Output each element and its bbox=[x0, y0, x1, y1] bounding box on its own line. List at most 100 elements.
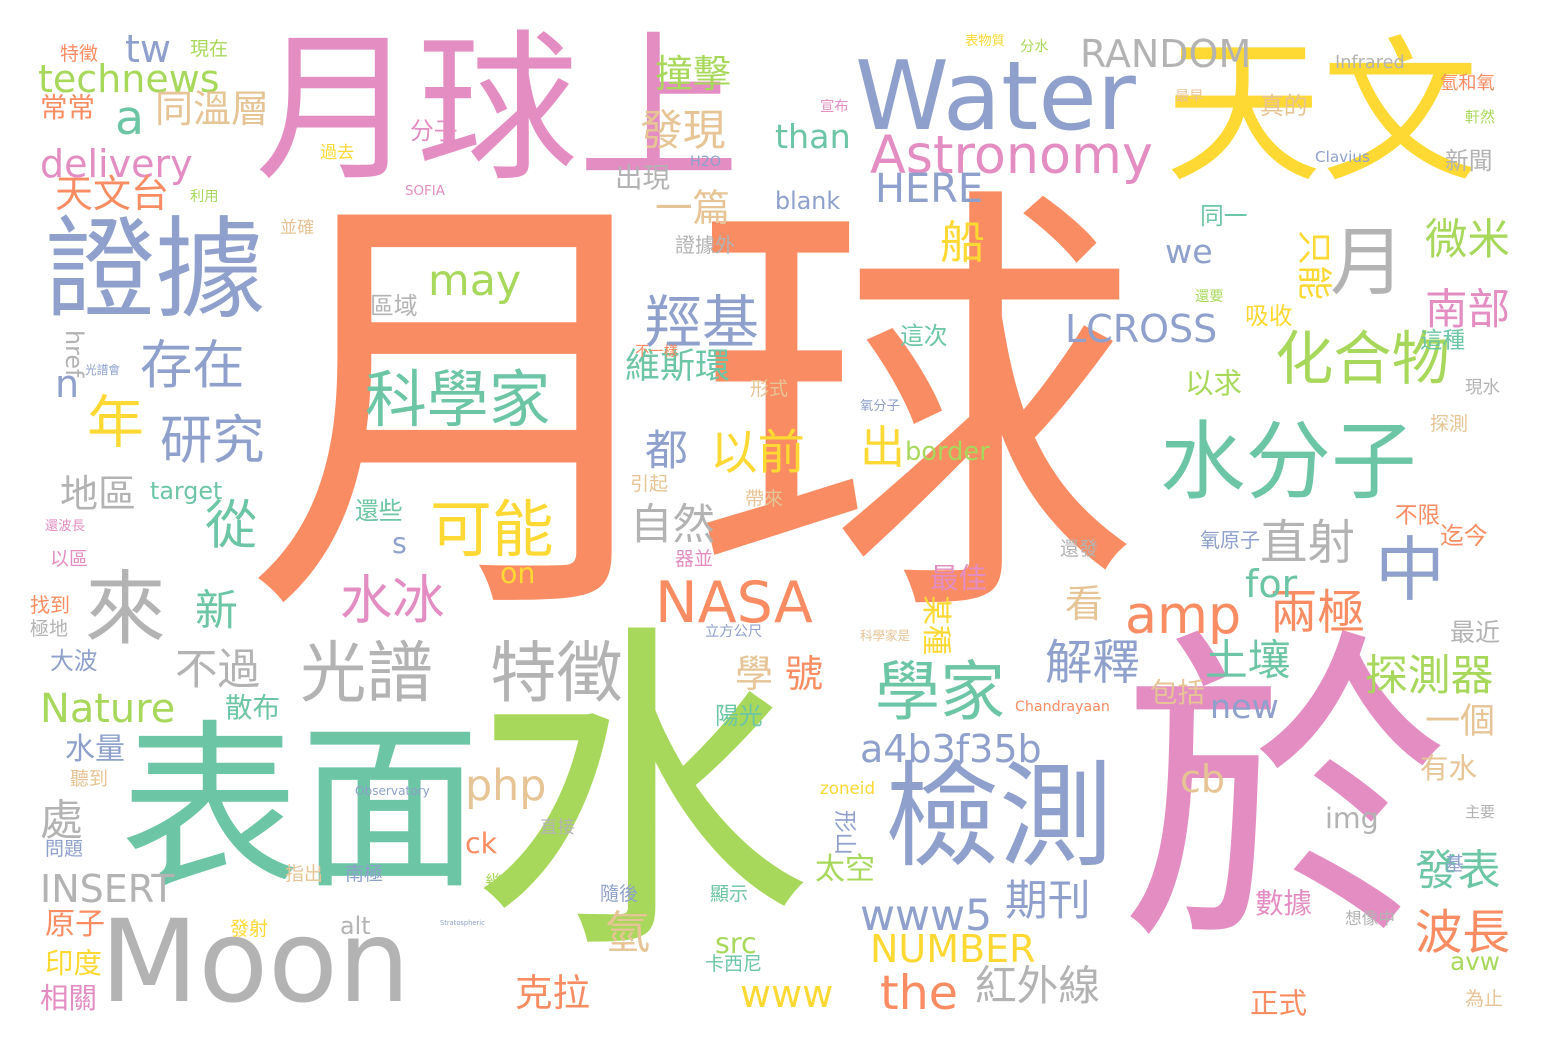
word-31: a4b3f35b bbox=[860, 727, 1042, 771]
word-171: 指出 bbox=[285, 863, 324, 885]
word-94: border bbox=[905, 437, 990, 467]
word-134: 形式 bbox=[750, 378, 789, 400]
word-65: 土壤 bbox=[1205, 636, 1291, 686]
word-70: 從 bbox=[205, 495, 258, 556]
word-144: 不限 bbox=[1395, 503, 1441, 529]
word-61: 以前 bbox=[710, 426, 805, 481]
word-131: 這次 bbox=[900, 322, 948, 350]
word-165: 正式 bbox=[1250, 987, 1308, 1020]
word-157: 相關 bbox=[40, 982, 98, 1015]
word-129: 吸收 bbox=[1245, 302, 1293, 330]
word-22: 羥基 bbox=[645, 290, 759, 356]
word-24: 研究 bbox=[160, 410, 265, 471]
word-173: 卡西尼 bbox=[705, 953, 763, 975]
word-51: 探測器 bbox=[1365, 651, 1494, 701]
word-39: www5 bbox=[860, 891, 993, 941]
word-147: 還發 bbox=[1060, 538, 1099, 560]
word-117: 過去 bbox=[320, 143, 355, 163]
word-1: 水 bbox=[470, 597, 812, 995]
word-28: 水冰 bbox=[340, 570, 445, 631]
word-29: RANDOM bbox=[1080, 32, 1252, 76]
word-20: 學家 bbox=[875, 655, 1006, 730]
word-41: 一篇 bbox=[655, 186, 730, 230]
word-138: 探測 bbox=[1430, 413, 1469, 435]
word-19: 存在 bbox=[140, 335, 245, 396]
word-58: 微米 bbox=[1425, 216, 1511, 265]
word-176: 科學家是 bbox=[860, 628, 911, 643]
word-155: 原子 bbox=[45, 907, 105, 942]
word-11: 來 bbox=[85, 563, 166, 657]
word-143: 氧原子 bbox=[1200, 528, 1260, 552]
word-110: 表物質 bbox=[965, 34, 1005, 49]
word-7: Water bbox=[855, 42, 1136, 152]
word-85: s bbox=[392, 527, 407, 560]
word-151: 極地 bbox=[30, 618, 69, 640]
word-66: cb bbox=[1180, 757, 1226, 801]
word-102: src bbox=[715, 927, 757, 960]
word-55: 一個 bbox=[1425, 702, 1496, 742]
word-172: 南極 bbox=[345, 863, 384, 885]
word-79: 形山 bbox=[831, 810, 857, 856]
word-5: Moon bbox=[100, 895, 411, 1028]
word-87: 看 bbox=[1065, 582, 1104, 626]
word-114: 真的 bbox=[1260, 92, 1308, 120]
word-100: 幾年 bbox=[485, 873, 520, 893]
word-33: NUMBER bbox=[870, 927, 1036, 971]
word-161: 主要 bbox=[1465, 803, 1496, 821]
word-125: 並確 bbox=[280, 218, 315, 238]
word-105: avw bbox=[1450, 947, 1500, 976]
word-56: 直射 bbox=[1260, 516, 1355, 571]
word-52: 紅外線 bbox=[975, 961, 1101, 1010]
word-17: 化合物 bbox=[1275, 325, 1450, 393]
word-27: 可能 bbox=[430, 494, 554, 566]
word-89: 散布 bbox=[225, 692, 280, 724]
word-130: 這種 bbox=[1420, 328, 1466, 354]
word-72: 地區 bbox=[60, 472, 137, 516]
word-57: 南部 bbox=[1425, 286, 1511, 335]
word-69: 新 bbox=[195, 586, 238, 636]
word-53: 波長 bbox=[1415, 906, 1510, 961]
word-46: 同溫層 bbox=[155, 87, 270, 131]
word-139: 還些 bbox=[355, 497, 403, 525]
word-121: 新聞 bbox=[1445, 147, 1493, 175]
word-140: 帶來 bbox=[745, 488, 784, 510]
word-98: 直接 bbox=[540, 818, 575, 838]
word-43: 發現 bbox=[640, 106, 726, 156]
word-169: 發射 bbox=[230, 918, 269, 940]
word-77: 學 bbox=[735, 652, 774, 696]
word-108: 特徵 bbox=[60, 43, 99, 65]
word-49: 解釋 bbox=[1045, 636, 1140, 691]
word-54: 發表 bbox=[1415, 846, 1501, 896]
word-141: 引起 bbox=[630, 473, 669, 495]
word-34: INSERT bbox=[40, 867, 175, 911]
word-152: 大波 bbox=[50, 647, 98, 675]
word-38: Nature bbox=[40, 686, 176, 732]
word-135: 氧分子 bbox=[860, 399, 900, 414]
word-10: 水分子 bbox=[1160, 413, 1417, 512]
word-142: 器並 bbox=[675, 548, 714, 570]
word-113: 氫和氧 bbox=[1440, 73, 1495, 94]
word-145: 迄今 bbox=[1440, 522, 1488, 550]
word-126: 同一 bbox=[1200, 202, 1248, 230]
word-120: Clavius bbox=[1315, 148, 1370, 166]
word-103: 最近 bbox=[1450, 618, 1501, 647]
word-163: 數據 bbox=[1255, 887, 1313, 920]
word-26: amp bbox=[1125, 585, 1242, 646]
word-36: technews bbox=[38, 57, 220, 101]
word-167: 顯示 bbox=[710, 883, 749, 905]
word-119: H2O bbox=[690, 154, 722, 170]
word-50: 兩極 bbox=[1270, 586, 1365, 641]
word-136: 以求 bbox=[1185, 367, 1243, 400]
word-97: zoneid bbox=[820, 778, 876, 798]
word-128: 還要 bbox=[1195, 289, 1224, 305]
word-74: 氫 bbox=[605, 906, 651, 959]
word-59: 只能 bbox=[1293, 230, 1333, 301]
word-115: 最早 bbox=[1175, 89, 1204, 105]
word-95: target bbox=[150, 477, 223, 505]
word-80: 太空 bbox=[815, 852, 875, 887]
word-37: delivery bbox=[40, 142, 193, 186]
word-106: href bbox=[60, 330, 88, 378]
word-23: may bbox=[428, 256, 522, 306]
word-83: for bbox=[1245, 562, 1298, 606]
word-75: 都 bbox=[645, 426, 688, 476]
